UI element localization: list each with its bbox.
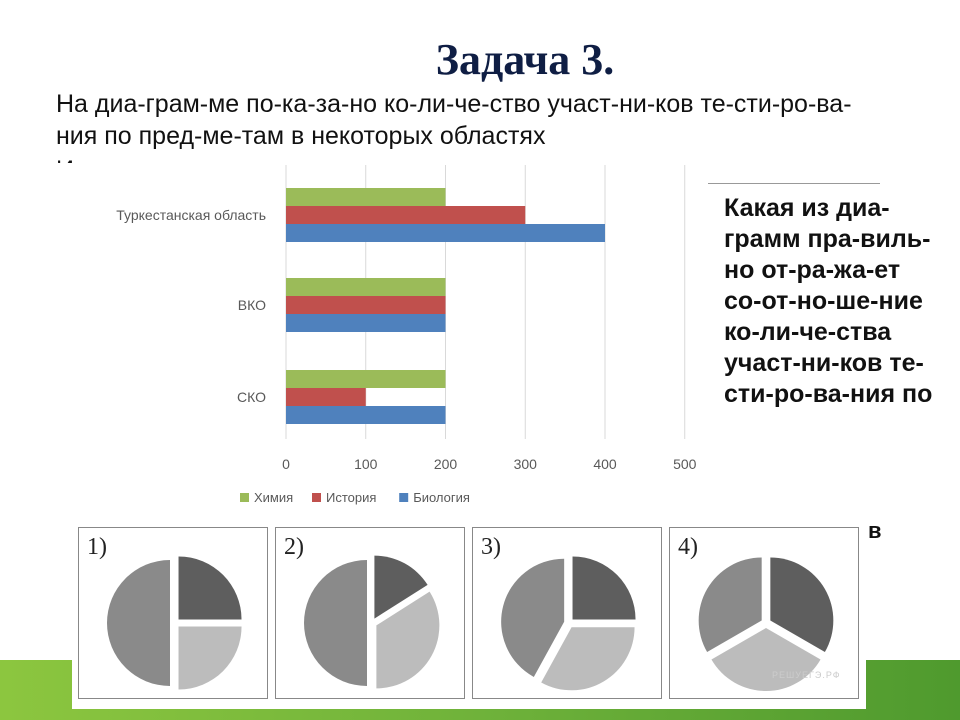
option-label: 4) (678, 534, 698, 560)
chart-tick-labels: 0 100 200 300 400 500 (282, 456, 697, 472)
answer-option-1[interactable]: 1) (78, 527, 268, 699)
legend-label: Биология (413, 490, 470, 505)
category-label: СКО (237, 389, 266, 405)
pie-slice (376, 591, 440, 689)
legend-swatch (240, 493, 249, 502)
pie-chart (304, 555, 440, 689)
category-label: Туркестанская область (116, 207, 266, 223)
intro-clipped-line: И (56, 154, 80, 164)
side-divider (708, 183, 880, 184)
option-label: 1) (87, 534, 107, 560)
side-question-text: Какая из диа-грамм пра-виль-но от-ра-жа-… (724, 194, 933, 408)
x-tick-label: 500 (673, 456, 697, 472)
chart-category-labels: Туркестанская область ВКО СКО (116, 207, 266, 405)
x-tick-label: 0 (282, 456, 290, 472)
x-tick-label: 100 (354, 456, 378, 472)
pie-slice (711, 628, 821, 691)
pie-slice (698, 557, 762, 653)
bar-Биология (286, 406, 446, 424)
pie-slice (770, 557, 834, 652)
intro-text: На диа-грам-ме по-ка-за-но ко-ли-че-ство… (56, 90, 852, 150)
answer-options: 1) 2) 3) 4) (72, 519, 866, 709)
answer-option-3[interactable]: 3) (472, 527, 662, 699)
category-label: ВКО (238, 297, 266, 313)
x-tick-label: 400 (593, 456, 617, 472)
bar-История (286, 206, 526, 224)
bar-История (286, 388, 366, 406)
legend-label: История (326, 490, 376, 505)
pie-slice (374, 555, 428, 619)
legend-label: Химия (254, 490, 293, 505)
answer-option-2[interactable]: 2) (275, 527, 465, 699)
bar-chart: Туркестанская область ВКО СКО 0 100 200 300 40… (44, 163, 704, 523)
pie-slice (178, 556, 242, 620)
bar-Биология (286, 314, 446, 332)
option-label: 3) (481, 534, 501, 560)
bar-История (286, 296, 446, 314)
slide-title: Задача 3. (435, 35, 615, 84)
bar-Химия (286, 188, 446, 206)
side-question-tail: в (868, 518, 882, 543)
pie-slice (107, 560, 170, 686)
pie-slice (501, 558, 565, 677)
watermark: РЕШУЕГЭ.РФ (772, 670, 841, 680)
pie-slice (541, 627, 635, 691)
x-tick-label: 200 (434, 456, 458, 472)
chart-legend: Химия История Биология (240, 490, 470, 505)
bar-Биология (286, 224, 605, 242)
pie-chart (501, 556, 636, 691)
legend-swatch (312, 493, 321, 502)
answer-option-4[interactable]: 4) (669, 527, 859, 699)
option-label: 2) (284, 534, 304, 560)
pie-slice (304, 560, 367, 686)
x-tick-label: 300 (514, 456, 538, 472)
legend-swatch (399, 493, 409, 502)
pie-slice (178, 626, 242, 690)
bar-Химия (286, 278, 446, 296)
pie-slice (572, 556, 636, 620)
pie-chart (107, 556, 242, 690)
bar-Химия (286, 370, 446, 388)
pie-chart (698, 557, 834, 691)
chart-bars (286, 188, 605, 424)
